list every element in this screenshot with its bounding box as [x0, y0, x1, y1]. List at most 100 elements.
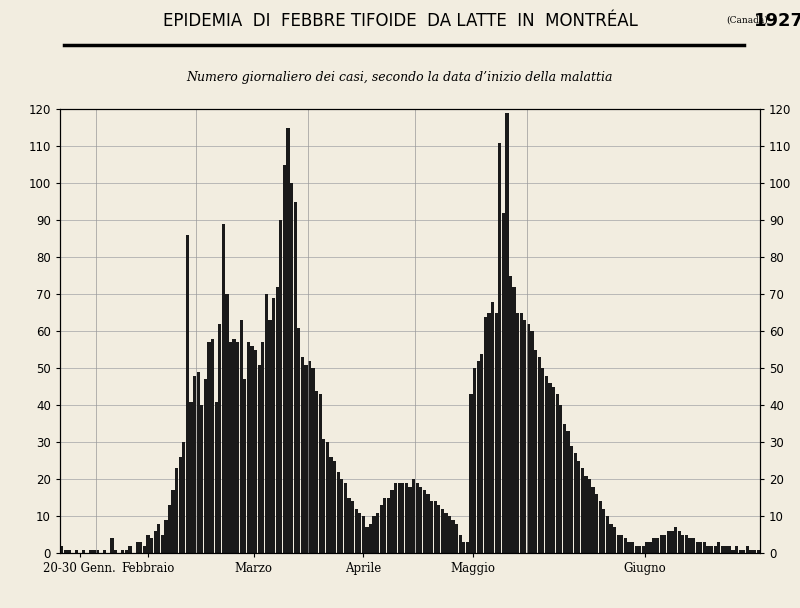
Bar: [520, 313, 523, 553]
Bar: [660, 535, 663, 553]
Bar: [200, 406, 203, 553]
Bar: [458, 535, 462, 553]
Bar: [175, 468, 178, 553]
Bar: [494, 313, 498, 553]
Bar: [735, 546, 738, 553]
Bar: [272, 298, 275, 553]
Bar: [566, 431, 570, 553]
Bar: [430, 502, 433, 553]
Bar: [513, 287, 516, 553]
Bar: [204, 379, 207, 553]
Bar: [663, 535, 666, 553]
Bar: [444, 513, 447, 553]
Bar: [207, 342, 210, 553]
Bar: [530, 331, 534, 553]
Bar: [254, 350, 258, 553]
Bar: [624, 539, 627, 553]
Bar: [714, 546, 717, 553]
Bar: [186, 235, 189, 553]
Bar: [695, 542, 698, 553]
Bar: [412, 479, 415, 553]
Bar: [178, 457, 182, 553]
Bar: [742, 550, 746, 553]
Bar: [577, 461, 580, 553]
Bar: [437, 505, 440, 553]
Bar: [738, 550, 742, 553]
Bar: [275, 287, 278, 553]
Bar: [542, 368, 545, 553]
Bar: [451, 520, 454, 553]
Bar: [498, 143, 502, 553]
Text: (Canadà): (Canadà): [726, 16, 768, 26]
Bar: [347, 498, 350, 553]
Bar: [509, 276, 512, 553]
Bar: [502, 213, 505, 553]
Bar: [646, 542, 649, 553]
Bar: [728, 546, 731, 553]
Bar: [311, 368, 314, 553]
Bar: [315, 390, 318, 553]
Bar: [125, 550, 128, 553]
Bar: [750, 550, 753, 553]
Bar: [265, 294, 268, 553]
Bar: [491, 302, 494, 553]
Bar: [340, 479, 343, 553]
Text: 1927: 1927: [754, 12, 800, 30]
Bar: [419, 486, 422, 553]
Bar: [631, 542, 634, 553]
Bar: [724, 546, 727, 553]
Bar: [506, 113, 509, 553]
Bar: [64, 550, 67, 553]
Bar: [236, 342, 239, 553]
Bar: [250, 346, 254, 553]
Bar: [358, 513, 362, 553]
Bar: [330, 457, 333, 553]
Bar: [527, 324, 530, 553]
Bar: [114, 550, 118, 553]
Bar: [211, 339, 214, 553]
Bar: [516, 313, 519, 553]
Bar: [290, 184, 293, 553]
Bar: [620, 535, 623, 553]
Bar: [154, 531, 157, 553]
Bar: [602, 509, 606, 553]
Bar: [229, 342, 232, 553]
Bar: [82, 550, 85, 553]
Bar: [638, 546, 642, 553]
Bar: [135, 542, 138, 553]
Bar: [559, 406, 562, 553]
Bar: [562, 424, 566, 553]
Bar: [297, 328, 300, 553]
Bar: [574, 454, 577, 553]
Bar: [473, 368, 476, 553]
Bar: [552, 387, 555, 553]
Bar: [326, 443, 329, 553]
Bar: [692, 539, 695, 553]
Bar: [318, 394, 322, 553]
Bar: [405, 483, 408, 553]
Bar: [103, 550, 106, 553]
Bar: [591, 486, 594, 553]
Bar: [570, 446, 573, 553]
Bar: [354, 509, 358, 553]
Bar: [598, 502, 602, 553]
Bar: [240, 320, 243, 553]
Bar: [415, 483, 418, 553]
Bar: [164, 520, 167, 553]
Text: EPIDEMIA  DI  FEBBRE TIFOIDE  DA LATTE  IN  MONTRÉAL: EPIDEMIA DI FEBBRE TIFOIDE DA LATTE IN M…: [162, 12, 638, 30]
Bar: [161, 535, 164, 553]
Bar: [702, 542, 706, 553]
Bar: [717, 542, 720, 553]
Bar: [455, 523, 458, 553]
Bar: [286, 128, 290, 553]
Bar: [387, 498, 390, 553]
Bar: [448, 516, 451, 553]
Bar: [434, 502, 437, 553]
Bar: [380, 505, 383, 553]
Bar: [110, 539, 114, 553]
Bar: [139, 542, 142, 553]
Bar: [617, 535, 620, 553]
Bar: [523, 320, 526, 553]
Bar: [426, 494, 430, 553]
Bar: [606, 516, 609, 553]
